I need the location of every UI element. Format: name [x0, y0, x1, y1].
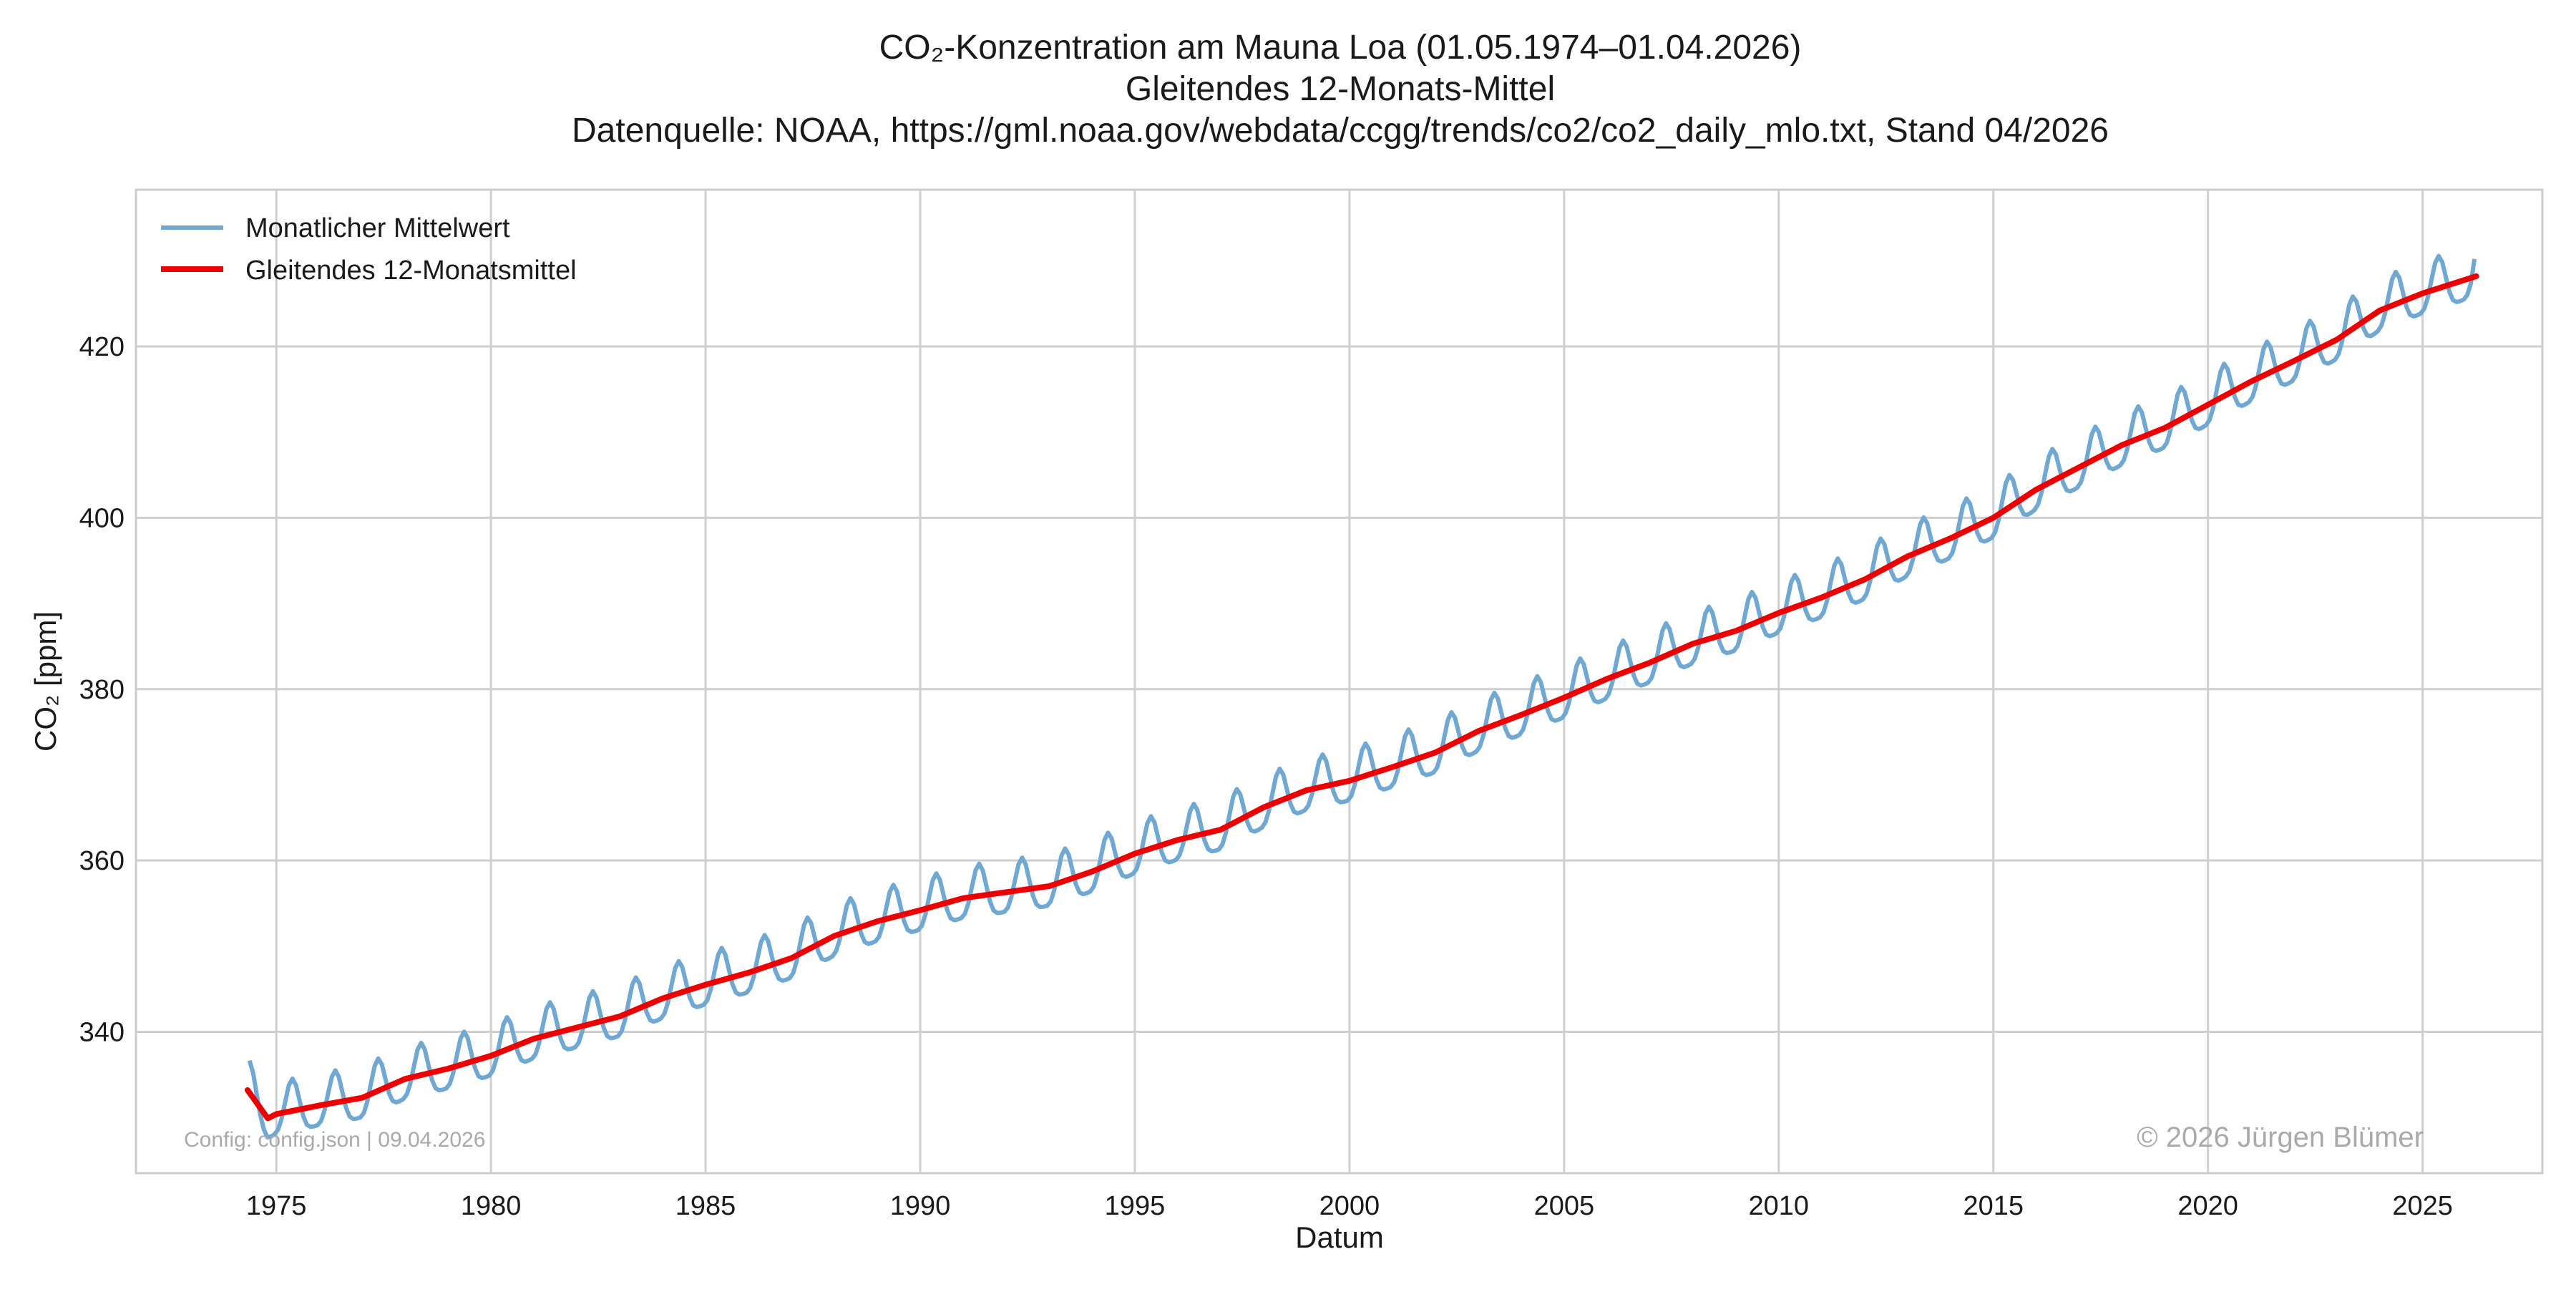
copyright-note: © 2026 Jürgen Blümer: [2137, 1122, 2424, 1153]
x-tick-label-1990: 1990: [890, 1191, 951, 1221]
x-tick-label-1980: 1980: [461, 1191, 522, 1221]
x-axis-ticks: 1975 1980 1985 1990 1995 2000 2005 2010 2015 2020…: [246, 1191, 2453, 1221]
x-tick-label-2010: 2010: [1749, 1191, 1810, 1221]
x-axis-label: Datum: [1295, 1220, 1384, 1254]
x-tick-label-2025: 2025: [2392, 1191, 2453, 1221]
x-tick-label-2005: 2005: [1534, 1191, 1595, 1221]
y-axis-label: CO₂ [ppm]: [29, 611, 62, 752]
y-tick-label-360: 360: [79, 846, 125, 876]
y-tick-label-420: 420: [79, 332, 125, 362]
series-line-gleitendes-12-monatsmittel: [245, 273, 2479, 1122]
series-line-monatlicher-mittelwert: [247, 253, 2477, 1140]
legend-label-monthly: Monatlicher Mittelwert: [245, 213, 510, 243]
y-tick-label-400: 400: [79, 503, 125, 533]
config-note: Config: config.json | 09.04.2026: [184, 1128, 485, 1152]
chart-title-line-1: CO₂-Konzentration am Mauna Loa (01.05.19…: [879, 29, 1802, 67]
legend: Monatlicher Mittelwert Gleitendes 12-Mon…: [161, 213, 577, 286]
grid-lines: [136, 190, 2542, 1173]
y-tick-label-340: 340: [79, 1018, 125, 1048]
x-tick-label-1975: 1975: [246, 1191, 307, 1221]
x-tick-label-2015: 2015: [1963, 1191, 2024, 1221]
plot-frame: [135, 188, 2544, 1175]
series-lines: [245, 253, 2479, 1140]
chart-title-line-2: Gleitendes 12-Monats-Mittel: [1126, 70, 1555, 108]
x-tick-label-2000: 2000: [1319, 1191, 1380, 1221]
x-tick-label-2020: 2020: [2177, 1191, 2238, 1221]
y-axis-ticks: 340 360 380 400 420: [79, 332, 125, 1047]
x-tick-label-1985: 1985: [675, 1191, 736, 1221]
chart-title-line-3: Datenquelle: NOAA, https://gml.noaa.gov/…: [572, 112, 2109, 150]
x-tick-label-1995: 1995: [1105, 1191, 1166, 1221]
legend-label-moving-average: Gleitendes 12-Monatsmittel: [245, 256, 577, 286]
y-tick-label-380: 380: [79, 675, 125, 705]
